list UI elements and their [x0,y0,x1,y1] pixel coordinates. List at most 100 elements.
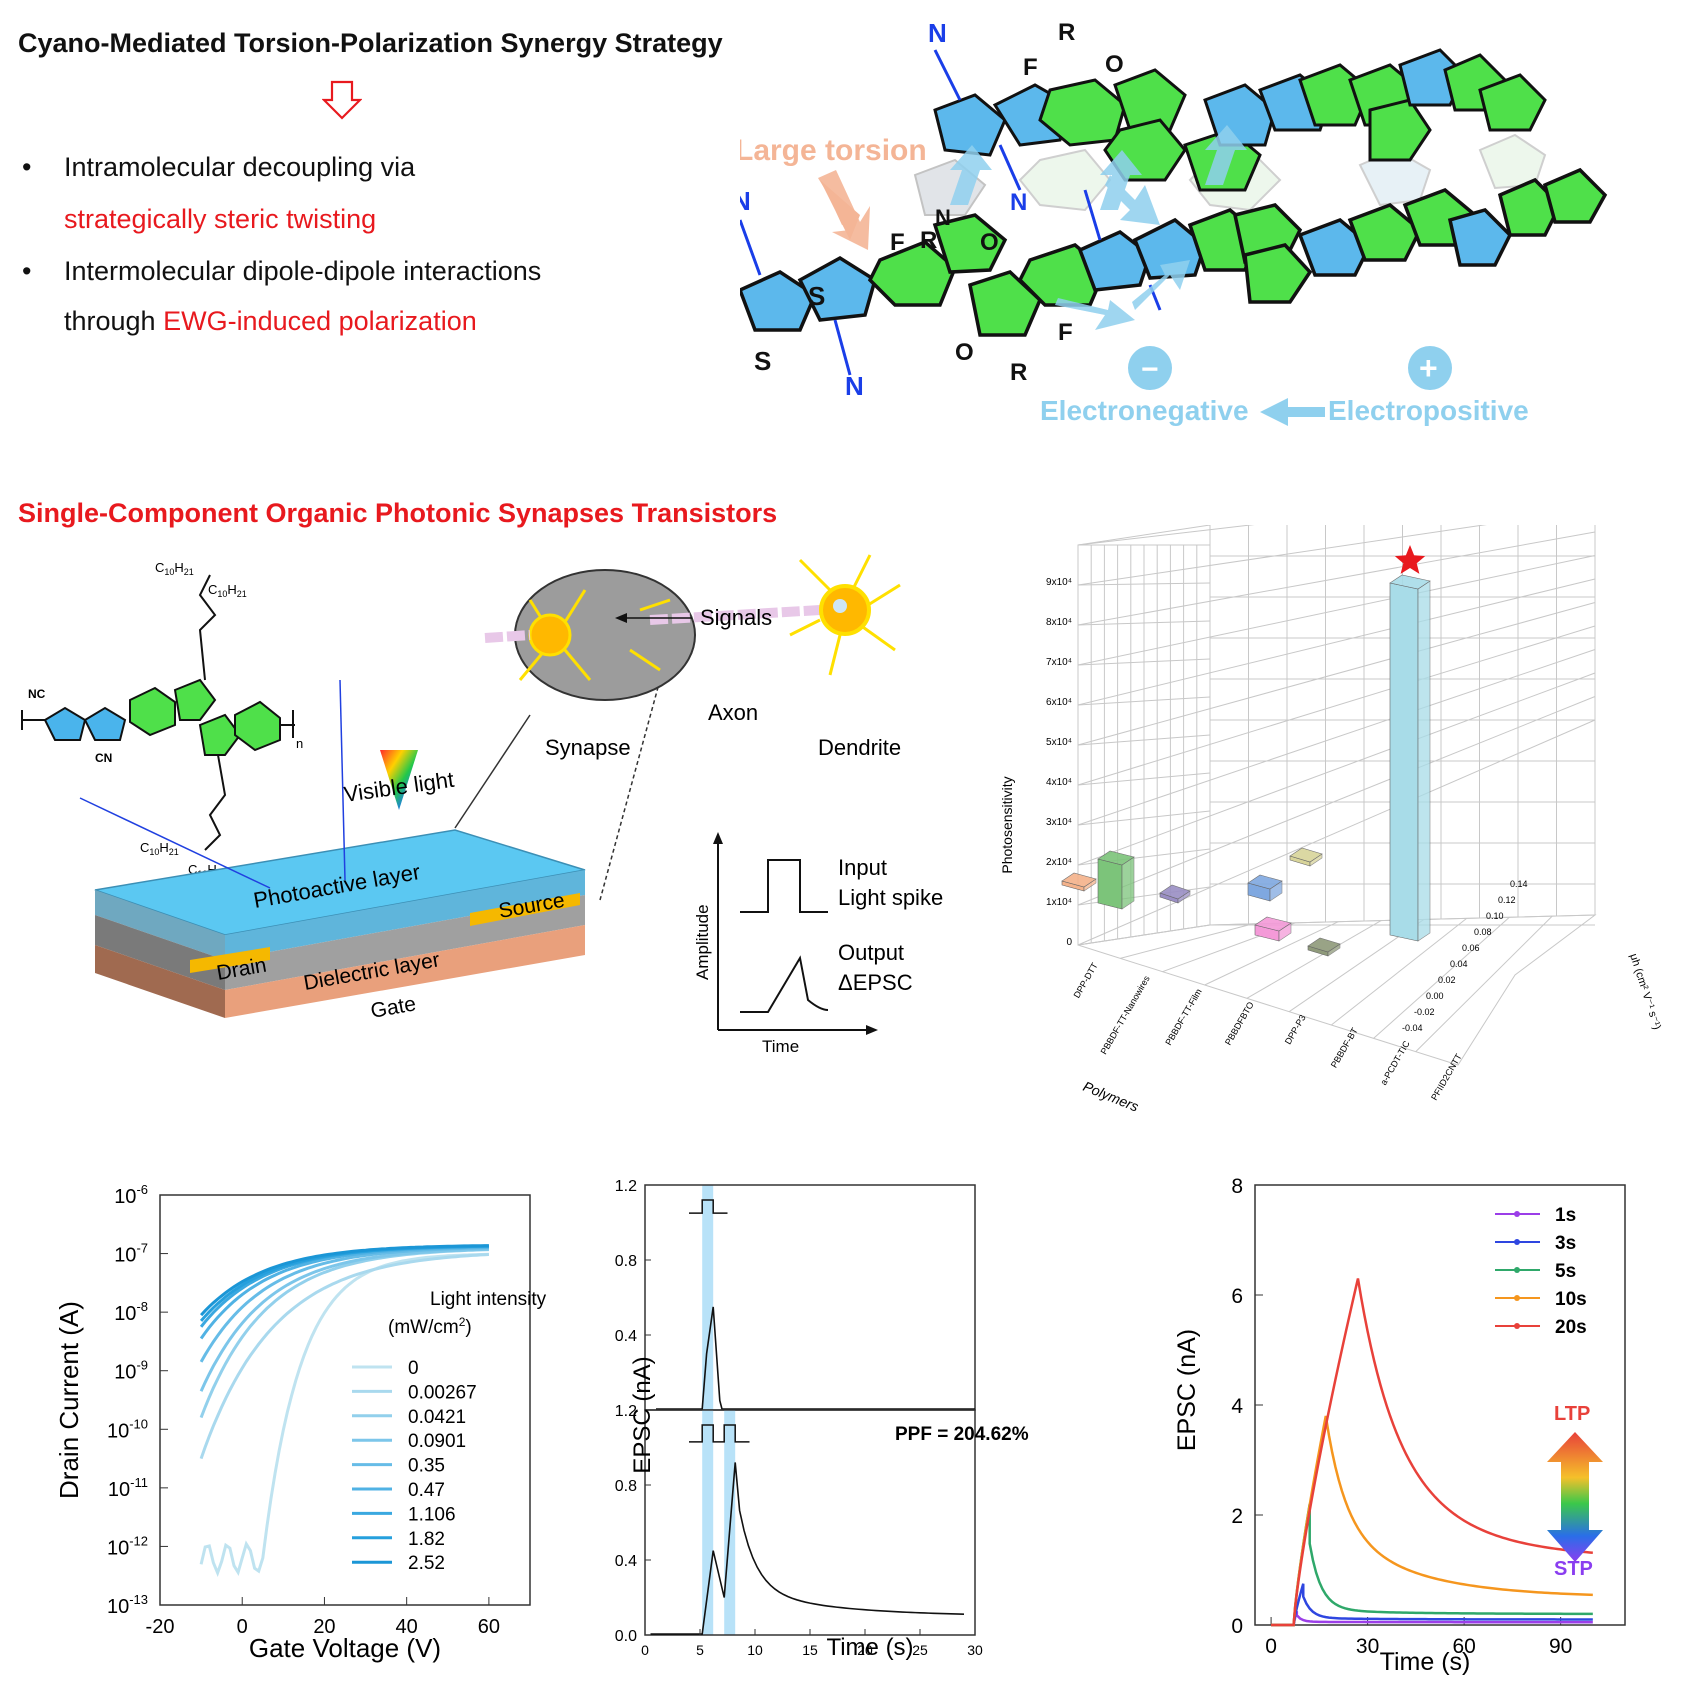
epsc-bottom-trace [650,1462,965,1635]
bar-top [1061,872,1097,888]
legend-title-2: (mW/cm2) [388,1315,472,1338]
large-torsion-label: Large torsion [740,134,927,167]
bullet-1-text: Intramolecular decoupling via [64,152,416,182]
grid-line [1077,531,1596,626]
ztick-label: 0.04 [1450,959,1468,969]
ytick-label: 1x10⁴ [1046,897,1072,908]
gate-label: Gate [369,992,418,1023]
ytick-label: 6x10⁴ [1046,697,1072,708]
xtick-label: 10 [747,1642,763,1658]
category-label: a-PCDT-TIC [1378,1039,1412,1087]
ltp-xlabel: Time (s) [1380,1648,1471,1676]
grid-line [1077,696,1596,906]
cn-label: CN [95,751,112,765]
section2-title: Single-Component Organic Photonic Synaps… [18,498,778,528]
bar3d-grid [1077,525,1597,1066]
legend-label: 0.47 [408,1480,445,1501]
ytick-label: 0.0 [615,1628,637,1645]
bar-top [1097,850,1135,866]
grid-line [1077,625,1596,786]
plus-circle-icon [1408,346,1452,390]
ltp-stp-arrow-icon [1547,1432,1603,1562]
c10h21-top-1: C10H21 [155,560,194,577]
signals-label: Signals [700,605,772,630]
nc-label: NC [28,687,46,701]
category-label: PBBDF-TT-Film [1163,987,1203,1047]
ytick-label: 10-11 [108,1475,148,1501]
xtick-label: 40 [396,1616,418,1638]
device-schematic: NC CN n C10H21 C10H21 C10H21 C10H21 Visi… [21,554,943,1056]
grid-line [1077,578,1596,706]
transfer-series [199,1244,489,1577]
legend-marker [1514,1267,1520,1273]
ytick-label: 3x10⁴ [1046,817,1072,828]
transfer-xlabel: Gate Voltage (V) [249,1633,441,1663]
atom-o-3: O [1105,51,1124,78]
xtick-label: 30 [1356,1635,1379,1658]
legend-label: 0.35 [408,1456,445,1477]
plus-sign: + [1419,350,1438,386]
rainbow-light-icon [380,750,418,810]
left-arrow-icon [1260,398,1325,426]
pulse-band [702,1410,714,1635]
ztick-label: 0.12 [1498,895,1516,905]
transfer-yticks: 10-6 10-7 10-8 10-9 10-10 10-11 10-12 10-13 [107,1182,168,1618]
legend-title-1: Light intensity [430,1289,547,1310]
category-label: DPP-DTT [1072,961,1100,1000]
ytick-label: 8 [1231,1175,1243,1198]
legend-label: 0.00267 [408,1382,477,1403]
atom-o-2: O [955,339,974,366]
grid-line [1077,525,1255,546]
ytick-label: 0 [1231,1615,1243,1638]
floor-line [1331,917,1467,1026]
minus-circle-icon [1128,346,1172,390]
atom-r-2: R [1010,359,1027,386]
grid-line [1077,672,1596,866]
legend-marker [1514,1211,1520,1217]
light-spike-label: Light spike [838,885,943,910]
xtick-label: 20 [313,1616,335,1638]
ytick-label: 6 [1231,1285,1243,1308]
bullet-2-line2: through EWG-induced polarization [64,306,477,337]
bullet-2-text: Intermolecular dipole-dipole interaction… [64,256,542,286]
transfer-series-line [199,1247,489,1392]
epsc-top-trace [656,1306,975,1410]
output-label: Output [838,940,904,965]
ppf-annotation: PPF = 204.62% [895,1424,1029,1445]
pulse-trace-bottom [689,1424,750,1443]
ytick-label: 10-10 [107,1416,148,1442]
bar-side [1121,856,1135,910]
c10h21-bottom-1: C10H21 [140,840,179,857]
xtick-label: 0 [641,1642,649,1658]
bullet-1-emph: strategically steric twisting [64,204,377,234]
ltp-content: 0 2 4 6 8 0 30 60 90 1s 3s 5s 10s 20s [1231,1175,1626,1658]
floor-line [1246,920,1382,999]
minus-sign: − [1141,353,1159,386]
atom-n-3: N [928,18,947,48]
time-label: Time [762,1037,799,1056]
legend-label: 0.0901 [408,1431,466,1452]
input-label: Input [838,855,887,880]
d-epsc-label: ΔEPSC [838,970,913,995]
legend-label: 10s [1555,1289,1587,1310]
atom-s-2: S [754,346,771,376]
ytick-label: 8x10⁴ [1046,617,1072,628]
grid-line [1077,719,1596,946]
atom-f-3: F [1023,54,1038,81]
transfer-series-line [199,1252,489,1577]
ppf-top-frame [644,1184,976,1411]
electropositive-label: Electropositive [1328,395,1529,426]
atom-n-4: N [1010,189,1027,216]
ltp-series-line [1271,1610,1593,1627]
ytick-label: 5x10⁴ [1046,737,1072,748]
ytick-label: 0 [1066,937,1072,948]
legend-marker [1514,1323,1520,1329]
ltp-series-line [1271,1503,1593,1627]
ytick-label: 9x10⁴ [1046,577,1072,588]
polymer-stack-diagram: N N N N S S F R N O O R F F R O Large to… [740,18,1608,426]
atom-r-1: R [920,227,937,254]
ytick-label: 10-13 [107,1592,148,1618]
atom-n-2: N [845,371,864,401]
strategy-title: Cyano-Mediated Torsion-Polarization Syne… [18,28,723,58]
transfer-series-line [200,1244,489,1317]
